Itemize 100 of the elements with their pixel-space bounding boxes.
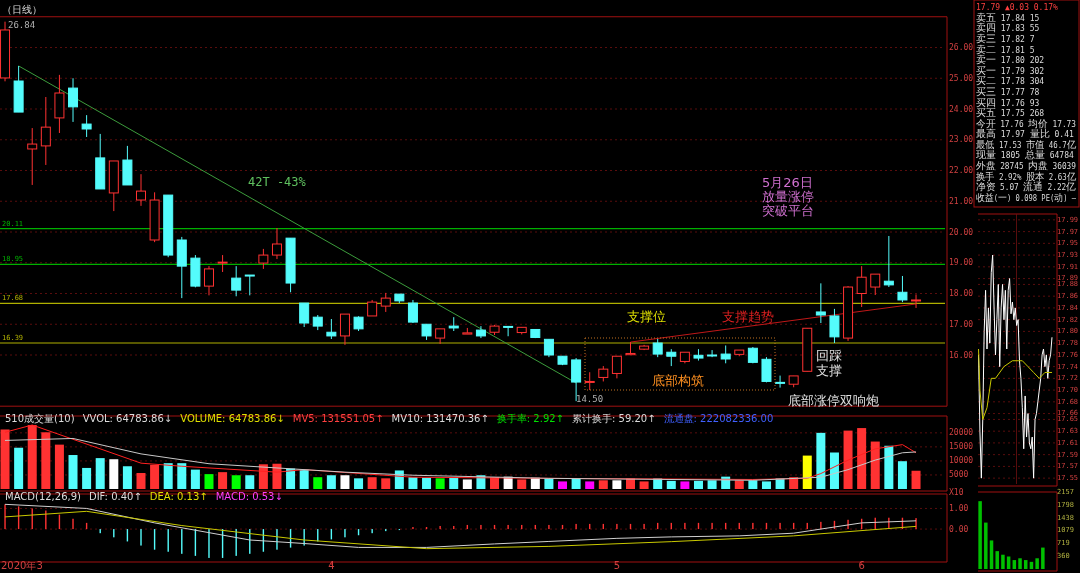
bar (122, 466, 132, 489)
bar (761, 481, 771, 489)
annotation: MV10: 131470.36↑ (391, 413, 489, 424)
bar (14, 447, 24, 489)
bar (367, 477, 377, 489)
candlestick (299, 302, 310, 328)
bar (136, 473, 146, 489)
text: 买三 17.77 78 (976, 85, 1040, 97)
candlestick (326, 318, 337, 340)
annotation: 14.50 (576, 393, 604, 404)
bar (177, 463, 187, 489)
annotation: 支撑趋势 (722, 308, 774, 324)
annotation: 流通盘: 222082336.00 (663, 413, 774, 424)
bar (571, 478, 581, 489)
text: 卖一 17.80 202 (976, 54, 1045, 66)
y-tick-label: 24.00 (949, 104, 974, 114)
text: 卖五 17.84 15 (976, 11, 1040, 23)
text: 换手 2.92% 股本 2.63亿 (976, 170, 1077, 182)
y-tick-label: 16.00 (949, 350, 974, 360)
bar (354, 478, 364, 489)
candlestick (856, 265, 867, 308)
chart-title: （日线） (2, 3, 42, 15)
text: 今开 17.76 均价 17.73 (976, 117, 1077, 129)
annotation: VOLUME: 64783.86↓ (180, 413, 285, 424)
candlestick (27, 127, 38, 186)
bar (1001, 554, 1005, 569)
bar (109, 459, 119, 489)
bar (517, 479, 527, 489)
candlestick (503, 325, 514, 337)
candlestick (815, 282, 826, 324)
text: 收益(一) 0.098 PE(动) — (976, 191, 1078, 203)
bar (68, 455, 78, 489)
y-tick-label: 20.00 (949, 227, 974, 237)
line-series (978, 348, 1053, 420)
bar (381, 478, 391, 489)
bar (231, 475, 241, 489)
candlestick (707, 349, 718, 358)
bar (884, 445, 894, 489)
bar (27, 424, 37, 489)
bar (870, 441, 880, 489)
candlestick (81, 114, 92, 138)
candlestick (775, 375, 786, 389)
bar (995, 551, 999, 569)
candlestick (761, 356, 772, 383)
y-tick-label: 26.00 (949, 43, 974, 52)
bar (978, 501, 982, 569)
annotation: VVOL: 64783.86↓ (82, 413, 173, 424)
candlestick (203, 265, 214, 296)
bar (1041, 547, 1045, 569)
bar (326, 475, 336, 489)
bar (82, 467, 92, 489)
candlestick (380, 292, 391, 313)
bar (0, 429, 10, 489)
bar (598, 480, 608, 489)
text: 卖二 17.81 5 (976, 43, 1035, 55)
text: 现量 1805 总量 64784 (976, 149, 1074, 161)
y-tick-label: 20000 (949, 428, 974, 438)
bar (639, 481, 649, 489)
bar (789, 477, 799, 489)
x-tick-label: 2020年3 (1, 560, 43, 571)
annotation: DIF: 0.40↑ (88, 491, 142, 502)
annotation: 底部涨停双响炮 (788, 392, 879, 408)
annotation: 42T -43% (248, 174, 307, 189)
bar (984, 522, 988, 569)
text: 外盘 28745 内盘 36039 (976, 159, 1077, 171)
bar (843, 430, 853, 489)
text: 净资 5.07 流通 2.22亿 (976, 181, 1077, 193)
bar (204, 474, 214, 489)
y-tick-label: 1.00 (949, 503, 969, 513)
text: X10 (949, 487, 964, 497)
annotation: 510成交量(10) (5, 413, 75, 424)
bar (422, 477, 432, 489)
annotation: 放量涨停 (762, 188, 814, 204)
candlestick (897, 275, 908, 303)
candlestick (883, 235, 894, 288)
text: 买一 17.79 302 (976, 64, 1045, 76)
x-tick-label: 6 (858, 560, 865, 571)
candlestick (258, 248, 269, 270)
annotation: 突破平台 (762, 202, 814, 218)
bar (544, 478, 554, 489)
bar (449, 477, 459, 489)
candlestick (829, 308, 840, 344)
bar (408, 477, 418, 489)
text: 最高 17.97 量比 0.41 (976, 128, 1074, 140)
y-tick-label: 10000 (949, 456, 974, 466)
annotation: 支撑 (816, 362, 842, 378)
bar (163, 463, 173, 489)
y-tick-label: 18.00 (949, 289, 974, 298)
candlestick (68, 77, 79, 123)
text: 买四 17.76 93 (976, 96, 1040, 108)
y-tick-label: 17.00 (949, 319, 974, 329)
y-tick-label: 5000 (949, 470, 969, 480)
bar (1035, 558, 1039, 569)
y-tick-label: 25.00 (949, 73, 974, 83)
candlestick (911, 293, 922, 309)
candlestick (136, 173, 146, 207)
bar (435, 478, 445, 489)
annotation: 累计换手: 59.20↑ (572, 413, 656, 424)
bar (857, 428, 867, 489)
y-tick-label: 0.00 (949, 524, 969, 534)
